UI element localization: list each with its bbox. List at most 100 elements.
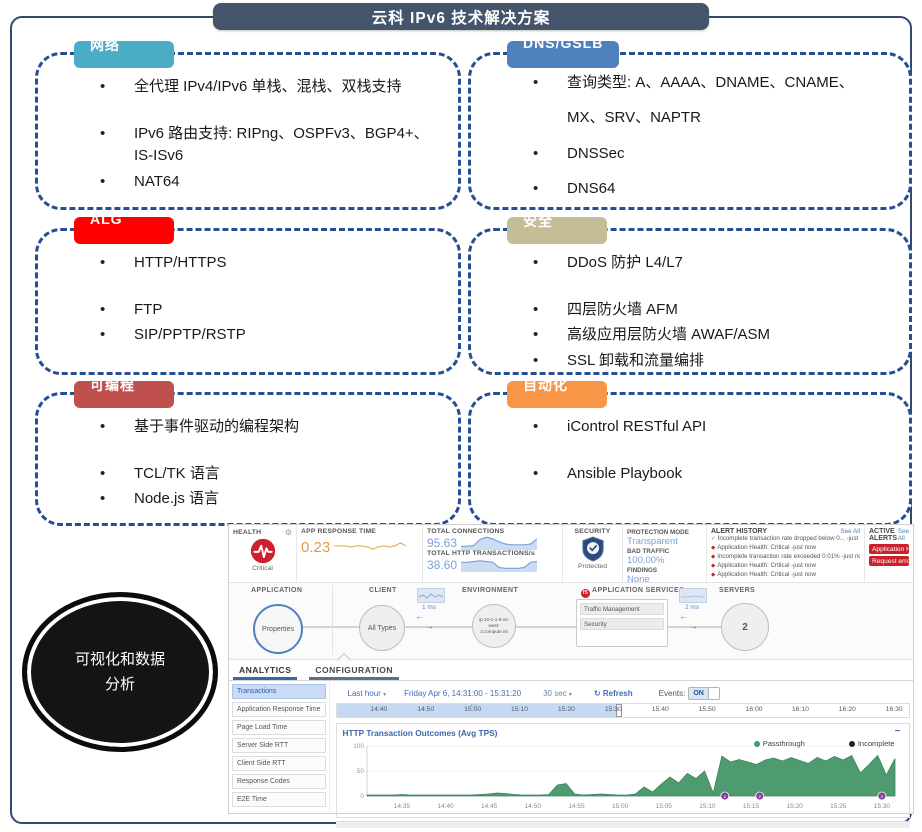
feature-box-tab-alg: ALG <box>74 217 174 244</box>
refresh-button[interactable]: ↻ Refresh <box>593 688 633 698</box>
bullet-text: SIP/PPTP/RSTP <box>134 326 246 343</box>
sidebar-item-page-load-time[interactable]: Page Load Time <box>232 720 326 735</box>
interval-dropdown[interactable]: 30 sec ▾ <box>543 688 572 698</box>
bullet-icon: • <box>100 490 106 507</box>
analytics-tabbar: ANALYTICS CONFIGURATION <box>229 660 913 681</box>
feature-box-automation: 自动化 • iControl RESTful API • Ansible Playboo… <box>468 381 912 526</box>
security-status: Protected <box>577 563 608 570</box>
client-latency: 1 ms <box>422 604 437 611</box>
active-alert-badge[interactable]: Request error rate exceeded 0.05% <box>869 556 909 566</box>
server-latency: 2 ms <box>685 604 700 611</box>
bullet-text: 高级应用层防火墙 AWAF/ASM <box>567 326 771 343</box>
critical-diamond-icon: ◆ <box>711 544 716 551</box>
tab-configuration[interactable]: CONFIGURATION <box>309 660 400 680</box>
timeline-tick: 16:10 <box>791 706 809 713</box>
health-critical-icon <box>250 538 275 564</box>
server-latency-sparkline <box>679 588 707 603</box>
tab-analytics[interactable]: ANALYTICS <box>233 660 298 680</box>
application-node[interactable]: Properties <box>253 604 303 654</box>
feature-box-tab-network: 网络 <box>74 41 174 68</box>
legend-dot <box>753 740 760 747</box>
chart-panel: HTTP Transaction Outcomes (Avg TPS) − Pa… <box>335 723 910 818</box>
application-services-label: f5 APPLICATION SERVICES <box>581 587 685 598</box>
bullet-text: FTP <box>134 300 163 318</box>
alert-history-tile: ALERT HISTORY See All ✓ Incomplete transa… <box>707 525 865 582</box>
total-http-sparkline <box>461 560 538 572</box>
alert-history-text: Application Health: Critical -just now <box>717 561 816 569</box>
bullet-item: • Ansible Playbook <box>533 463 891 486</box>
bullet-item: • Node.js 语言 <box>100 488 440 511</box>
timeline-tick: 14:50 <box>417 706 435 713</box>
app-response-time-tile: APP RESPONSE TIME 0.23 <box>297 525 423 582</box>
alert-history-see-all-link[interactable]: See All <box>840 528 860 535</box>
bullet-text: DNSSec <box>567 144 625 162</box>
legend-item-passthrough: Passthrough <box>753 739 805 748</box>
event-marker[interactable]: 2 <box>877 791 886 801</box>
metrics-strip: HEALTH ⚙ Critical APP RESPONSE TIME 0.23… <box>229 525 913 583</box>
sidebar-item-server-side-rtt[interactable]: Server Side RTT <box>232 738 326 753</box>
check-icon: ✓ <box>711 536 716 542</box>
svg-text:15:05: 15:05 <box>655 803 672 810</box>
bullet-icon: • <box>533 254 539 271</box>
bullet-item: • SSL 卸载和流量编排 <box>533 350 891 373</box>
sidebar-item-transactions[interactable]: Transactions <box>232 684 326 699</box>
sidebar-item-client-side-rtt[interactable]: Client Side RTT <box>232 756 326 771</box>
bullet-item: • 基于事件驱动的编程架构 <box>100 416 440 439</box>
bullet-icon: • <box>100 326 106 343</box>
service-row[interactable]: Traffic Management <box>580 603 664 615</box>
events-toggle[interactable]: ON <box>688 686 720 700</box>
critical-diamond-icon: ◆ <box>711 571 716 578</box>
alert-history-list: ✓ Incomplete transaction rate dropped bel… <box>711 535 860 580</box>
bullet-text: 查询类型: A、AAAA、DNAME、CNAME、MX、SRV、NAPTR <box>567 74 854 127</box>
collapse-icon[interactable]: − <box>894 726 901 737</box>
timeline-handle[interactable] <box>616 704 623 717</box>
environment-node[interactable]: ip-10-1-1-9.us-west-2.compute.int <box>472 604 516 648</box>
timeline-tick: 15:00 <box>464 706 482 713</box>
sidebar-item-application-response-time[interactable]: Application Response Time <box>232 702 326 717</box>
timeline-grip[interactable]: ||| <box>470 703 478 708</box>
svg-text:15:00: 15:00 <box>611 803 628 810</box>
bullet-item: • DNS64 <box>533 171 891 206</box>
event-marker[interactable]: 2 <box>754 791 764 801</box>
alert-history-text: Incomplete transaction rate exceeded 0.0… <box>717 552 860 560</box>
app-response-time-value: 0.23 <box>301 538 331 556</box>
bullet-text: NAT64 <box>134 172 180 190</box>
feature-box-dns-gslb: DNS/GSLB • 查询类型: A、AAAA、DNAME、CNAME、MX、SRV… <box>468 41 912 210</box>
svg-text:14:55: 14:55 <box>568 803 585 810</box>
analytics-sidebar: Transactions Application Response Time Pag… <box>229 681 330 812</box>
bullet-item: • 高级应用层防火墙 AWAF/ASM <box>533 324 891 347</box>
active-alerts-list: Application Health: Critical Request erro… <box>869 544 909 566</box>
bullet-text: HTTP/HTTPS <box>134 254 227 271</box>
service-row[interactable]: Security <box>580 618 664 630</box>
timeline-tick: 15:40 <box>651 706 669 713</box>
timeline-tick: 16:00 <box>745 706 763 713</box>
sidebar-item-e2e-time[interactable]: E2E Time <box>232 792 326 807</box>
active-alert-badge[interactable]: Application Health: Critical <box>869 544 909 554</box>
sidebar-item-response-codes[interactable]: Response Codes <box>232 774 326 789</box>
client-node[interactable]: All Types <box>359 605 405 651</box>
protection-mode-label: PROTECTION MODE <box>627 529 689 536</box>
bullet-item: • NAT64 <box>100 171 440 194</box>
analytics-main: Last hour ▾ Friday Apr 6, 14:31:00 - 15:… <box>330 681 918 828</box>
svg-text:0: 0 <box>360 793 364 800</box>
active-alerts-see-all-link[interactable]: See All <box>897 528 909 542</box>
event-marker[interactable]: 2 <box>719 791 729 801</box>
time-range-dropdown[interactable]: Last hour ▾ <box>347 688 387 698</box>
timeline-selection[interactable] <box>336 704 620 717</box>
arrow-right-icon: → <box>425 621 434 631</box>
topology-strip: APPLICATION Properties CLIENT All Types … <box>229 583 913 660</box>
alert-history-item: ◆ Application Health: Critical -just now <box>711 571 860 580</box>
security-label: SECURITY <box>574 528 611 535</box>
bullet-text: 四层防火墙 AFM <box>567 300 678 318</box>
legend-label: Passthrough <box>762 739 805 748</box>
total-http-value: 38.60 <box>427 557 458 572</box>
alert-history-item: ◆ Application Health: Critical -just now <box>711 544 860 553</box>
timeline-scrubber[interactable]: ||| 14:40 14:50 15:00 15:10 15:20 15:30 15:40 1… <box>335 703 910 718</box>
total-connections-label: TOTAL CONNECTIONS <box>427 528 505 535</box>
bullet-text: IPv6 路由支持: RIPng、OSPFv3、BGP4+、IS-ISv6 <box>134 124 429 165</box>
connections-tile: TOTAL CONNECTIONS 95.63 TOTAL HTTP TRANS… <box>423 525 563 582</box>
servers-node[interactable]: 2 <box>721 603 769 651</box>
active-alerts-title: ACTIVE ALERTS <box>869 528 897 542</box>
gear-icon[interactable]: ⚙ <box>284 528 292 537</box>
